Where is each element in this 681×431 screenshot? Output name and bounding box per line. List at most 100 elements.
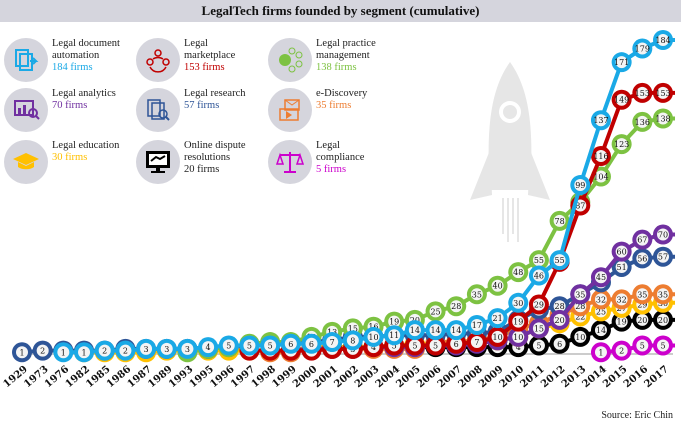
legend-count: 138 firms <box>316 62 357 73</box>
handshake-monitor-icon <box>136 140 180 184</box>
data-point: 78 <box>549 210 570 231</box>
svg-text:149: 149 <box>614 96 629 105</box>
data-point: 137 <box>590 110 611 131</box>
data-point: 28 <box>446 296 467 317</box>
svg-text:60: 60 <box>617 248 627 257</box>
data-point: 35 <box>466 284 487 305</box>
data-point: 14 <box>404 320 425 341</box>
data-point: 20 <box>549 309 570 330</box>
svg-text:99: 99 <box>575 181 585 190</box>
data-point: 70 <box>653 224 673 245</box>
data-point: 35 <box>570 284 591 305</box>
legend-count: 57 firms <box>184 100 220 111</box>
svg-text:8: 8 <box>350 336 355 345</box>
data-point: 2 <box>115 340 136 361</box>
legend-item: Online dispute resolutions 20 firms <box>136 140 246 184</box>
data-point: 1 <box>12 342 32 363</box>
data-point: 20 <box>632 309 653 330</box>
svg-text:4: 4 <box>516 343 521 352</box>
legend-count: 5 firms <box>316 164 347 175</box>
svg-text:136: 136 <box>635 118 650 127</box>
data-point: 1 <box>590 342 611 363</box>
legend-count: 153 firms <box>184 62 225 73</box>
svg-text:56: 56 <box>637 254 647 263</box>
data-point: 21 <box>487 308 508 329</box>
svg-text:15: 15 <box>348 324 358 333</box>
legend-item: Legal analytics 70 firms <box>4 88 116 132</box>
legend-count: 35 firms <box>316 100 352 111</box>
svg-text:104: 104 <box>593 173 608 182</box>
svg-text:40: 40 <box>492 282 502 291</box>
svg-text:22: 22 <box>575 312 585 321</box>
data-point: 5 <box>260 335 281 356</box>
svg-text:17: 17 <box>472 321 482 330</box>
svg-text:153: 153 <box>635 89 650 98</box>
svg-text:15: 15 <box>534 324 544 333</box>
svg-text:137: 137 <box>593 116 608 125</box>
svg-text:14: 14 <box>430 326 440 335</box>
svg-text:5: 5 <box>536 341 541 350</box>
svg-text:3: 3 <box>144 345 149 354</box>
svg-text:6: 6 <box>309 340 314 349</box>
svg-text:35: 35 <box>472 290 482 299</box>
svg-text:57: 57 <box>658 253 668 262</box>
legend-label: Legal document automation 184 firms <box>52 38 120 73</box>
data-point: 55 <box>549 250 570 271</box>
legend-item: e-Discovery 35 firms <box>268 88 367 132</box>
data-point: 46 <box>528 265 549 286</box>
svg-text:5: 5 <box>433 341 438 350</box>
svg-text:35: 35 <box>575 290 585 299</box>
svg-text:29: 29 <box>637 301 647 310</box>
svg-text:4: 4 <box>371 343 376 352</box>
data-point: 14 <box>446 320 467 341</box>
data-point: 2 <box>32 340 53 361</box>
svg-text:1: 1 <box>19 348 24 357</box>
data-point: 2 <box>611 340 632 361</box>
data-point: 10 <box>570 326 591 347</box>
svg-text:2: 2 <box>102 347 107 356</box>
svg-text:35: 35 <box>637 290 647 299</box>
legend-count: 30 firms <box>52 152 88 163</box>
svg-text:10: 10 <box>575 333 585 342</box>
scales-icon <box>268 140 312 184</box>
svg-text:25: 25 <box>596 307 606 316</box>
svg-text:1: 1 <box>598 348 603 357</box>
svg-text:1: 1 <box>81 348 86 357</box>
data-point: 35 <box>632 284 653 305</box>
data-point: 179 <box>632 38 653 59</box>
data-point: 153 <box>653 82 673 103</box>
svg-text:5: 5 <box>268 341 273 350</box>
svg-text:2: 2 <box>40 347 45 356</box>
data-point: 14 <box>590 320 611 341</box>
svg-text:19: 19 <box>389 318 399 327</box>
rocket-illustration <box>470 62 550 242</box>
data-point: 171 <box>611 52 632 73</box>
svg-text:67: 67 <box>637 236 647 245</box>
data-point: 32 <box>590 289 611 310</box>
data-point: 4 <box>198 337 219 358</box>
x-axis-tick-label: 2017 <box>643 364 671 390</box>
svg-text:28: 28 <box>555 302 565 311</box>
data-point: 5 <box>404 335 425 356</box>
svg-text:6: 6 <box>454 340 459 349</box>
svg-text:25: 25 <box>430 307 440 316</box>
svg-text:87: 87 <box>575 202 585 211</box>
svg-text:5: 5 <box>247 341 252 350</box>
data-point: 35 <box>653 284 673 305</box>
marketplace-people-icon <box>136 38 180 82</box>
data-point: 149 <box>611 89 632 110</box>
data-point: 17 <box>466 314 487 335</box>
data-point: 3 <box>177 338 198 359</box>
svg-text:28: 28 <box>451 302 461 311</box>
data-point: 5 <box>653 335 673 356</box>
svg-text:1: 1 <box>61 348 66 357</box>
svg-text:171: 171 <box>614 58 629 67</box>
data-point: 5 <box>632 335 653 356</box>
svg-text:5: 5 <box>226 341 231 350</box>
svg-text:46: 46 <box>534 272 544 281</box>
svg-text:14: 14 <box>451 326 461 335</box>
legend-item: Legal education 30 firms <box>4 140 119 184</box>
data-point: 40 <box>487 275 508 296</box>
source-credit: Source: Eric Chin <box>601 410 673 421</box>
data-point: 20 <box>653 309 673 330</box>
